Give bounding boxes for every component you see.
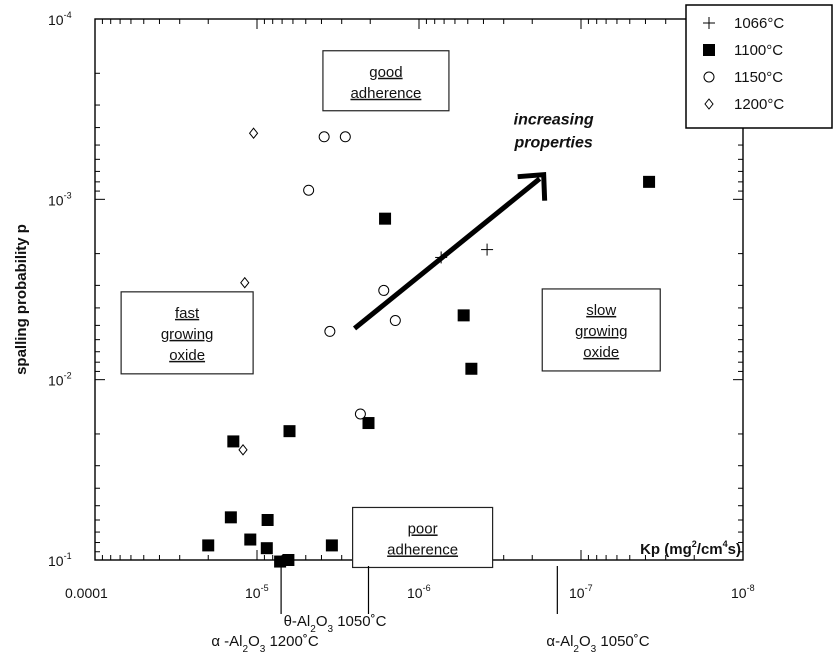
annotation-box-label: growing (575, 323, 628, 340)
data-point-square (465, 362, 478, 375)
annotation-box (120, 291, 254, 375)
legend-marker-plus (703, 17, 715, 29)
legend-label: 1200°C (734, 96, 784, 113)
data-point-diamond (240, 276, 250, 289)
legend-marker-circle (703, 71, 715, 83)
annotation-box-label: fast (175, 305, 200, 322)
data-point-circle (378, 284, 390, 296)
annotation-box-label: poor (408, 520, 438, 537)
annotation-box (322, 50, 450, 112)
legend-label: 1150°C (734, 69, 783, 86)
axis-labels: spalling probability p Kp (mg2/cm4s) (13, 224, 741, 558)
data-point-square (227, 435, 240, 448)
data-point-circle (324, 325, 336, 337)
data-point-circle (389, 315, 401, 327)
data-point-square (202, 539, 215, 552)
data-point-square (224, 511, 237, 524)
annotation-box-label: adherence (350, 85, 421, 102)
legend-label: 1066°C (734, 15, 784, 32)
data-point-square (379, 212, 392, 225)
annotation-boxes: good adherence fast growing oxide slow growing… (120, 50, 661, 569)
data-point-circle (339, 131, 351, 143)
legend-marker-square (703, 44, 715, 56)
annotation-box-label: growing (161, 326, 214, 343)
data-point-diamond (248, 127, 259, 140)
phase-marker-label: α -Al2O3 1200˚C (211, 633, 319, 655)
data-point-square (282, 554, 295, 566)
data-point-square (261, 513, 274, 526)
y-tick-label: 10-2 (48, 371, 72, 389)
annotation-box-label: adherence (387, 541, 458, 558)
annotation-box (541, 288, 661, 372)
x-tick-label: 10-5 (245, 583, 269, 601)
y-tick-label: 10-4 (48, 10, 72, 28)
data-point-circle (303, 184, 315, 196)
x-axis-label: Kp (mg2/cm4s) (640, 539, 741, 558)
annotation-box-label: oxide (169, 347, 205, 364)
annotation-box-label: good (369, 64, 402, 81)
data-point-square (325, 539, 338, 552)
data-point-circle (318, 131, 330, 143)
data-point-circle (354, 408, 366, 420)
data-point-square (244, 533, 257, 546)
arrow-label: increasing (514, 112, 594, 129)
data-points (202, 127, 656, 568)
phase-marker-label: α-Al2O3 1050˚C (546, 633, 649, 655)
legend: 1066°C 1100°C 1150°C 1200°C (685, 4, 833, 129)
y-axis-ticks: 10-4 10-3 10-2 10-1 (48, 10, 743, 569)
y-tick-label: 10-1 (48, 551, 72, 569)
phase-markers: α -Al2O3 1200˚Cθ-Al2O3 1050˚C α-Al2O3 105… (211, 566, 650, 655)
phase-marker-label: θ-Al2O3 1050˚C (284, 613, 387, 635)
annotation-box (352, 506, 494, 569)
y-tick-label: 10-3 (48, 190, 72, 208)
data-point-square (283, 425, 296, 438)
arrow-shaft (352, 176, 542, 331)
data-point-plus (481, 243, 494, 256)
x-tick-label: 0.0001 (65, 585, 108, 601)
arrow-label: properties (514, 135, 593, 152)
increasing-arrow: increasing properties (352, 112, 594, 331)
data-point-diamond (238, 444, 248, 456)
data-point-square (362, 417, 375, 430)
x-tick-label: 10-6 (407, 583, 431, 601)
data-point-plus (435, 251, 448, 264)
data-point-square (260, 542, 273, 555)
x-tick-label: 10-7 (569, 583, 593, 601)
legend-marker-diamond (704, 98, 714, 110)
annotation-box-label: oxide (583, 344, 619, 361)
legend-label: 1100°C (734, 42, 783, 59)
data-point-square (457, 309, 470, 322)
arrow-head (517, 171, 548, 201)
x-tick-label: 10-8 (731, 583, 755, 601)
y-axis-label: spalling probability p (13, 224, 30, 375)
annotation-box-label: slow (586, 302, 616, 319)
data-point-square (643, 175, 656, 188)
